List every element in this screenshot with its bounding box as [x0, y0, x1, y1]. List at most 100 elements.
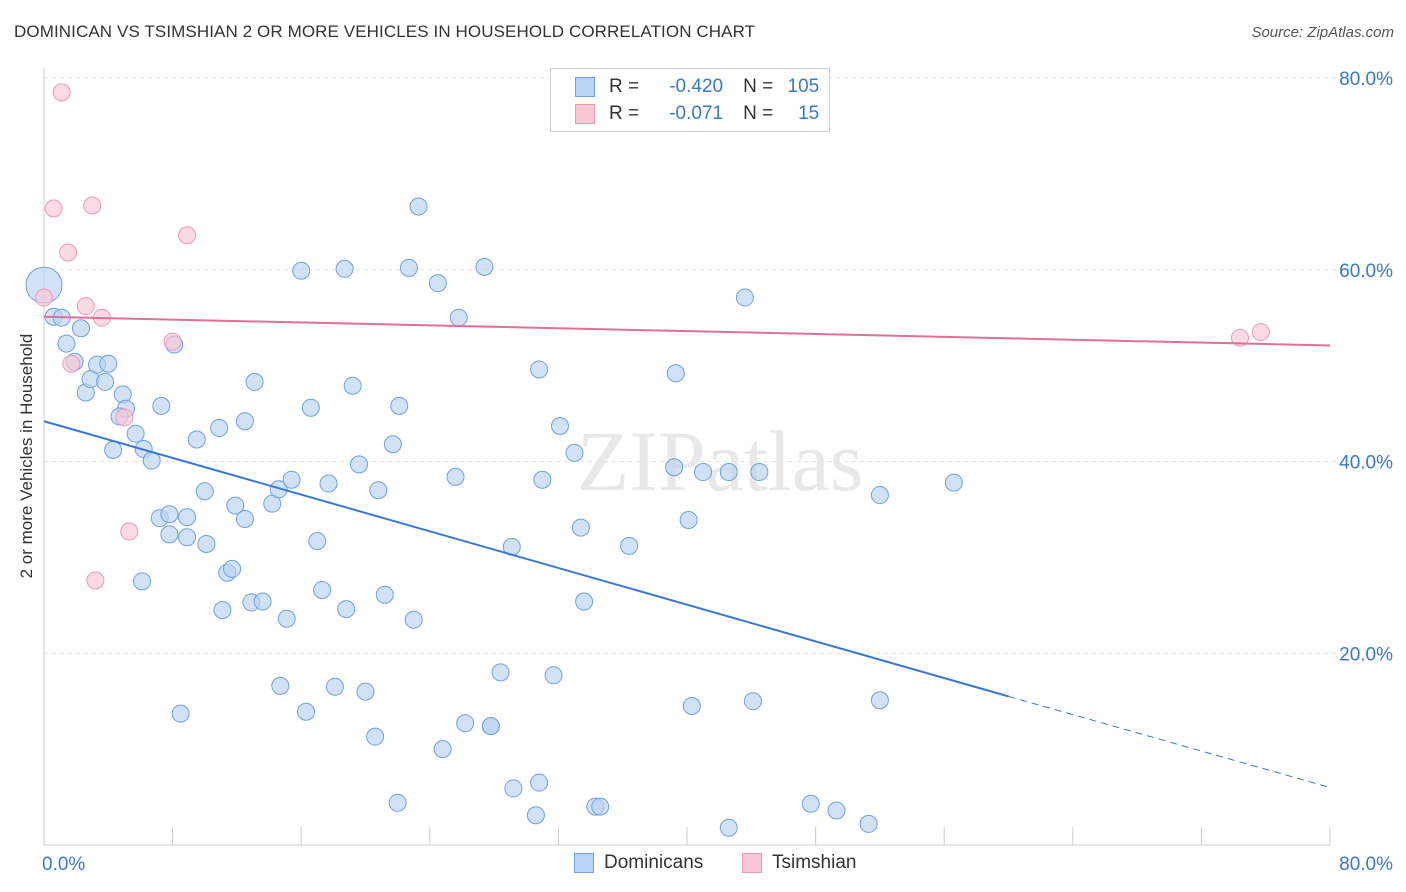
dominican-point — [313, 580, 332, 599]
dominican-point — [491, 663, 510, 682]
tsimshian-point — [59, 243, 78, 262]
dominican-point — [719, 463, 738, 482]
dominican-point — [269, 480, 288, 499]
n-value: 15 — [798, 103, 820, 124]
dominican-point — [456, 714, 475, 733]
dominican-point — [277, 609, 296, 628]
n-label: N = — [743, 103, 774, 124]
dominican-point — [404, 610, 423, 629]
dominican-point — [735, 288, 754, 307]
dominican-point — [530, 773, 549, 792]
dominican-point — [160, 525, 179, 544]
dominican-point — [96, 372, 115, 391]
tsimshian-point — [163, 332, 182, 351]
dominican-point — [743, 692, 762, 711]
dominican-point — [160, 505, 179, 524]
r-label: R = — [609, 103, 640, 124]
dominican-point — [292, 261, 311, 280]
dominican-point — [319, 474, 338, 493]
dominican-point — [526, 806, 545, 825]
dominican-point — [544, 666, 563, 685]
tsimshian-legend-swatch — [742, 853, 762, 873]
stats-legend: R = -0.420 N = 105 R = -0.071 N = 15 — [550, 68, 830, 132]
dominican-point — [152, 396, 171, 415]
dominican-point — [178, 528, 197, 547]
dominican-point — [399, 258, 418, 277]
dominican-point — [99, 354, 118, 373]
tsimshian-point — [178, 226, 197, 245]
source-label: Source: ZipAtlas.com — [1251, 24, 1394, 41]
legend-item-tsimshian: Tsimshian — [742, 852, 856, 874]
dominican-point — [350, 455, 369, 474]
dominican-point — [694, 463, 713, 482]
dominicans-swatch — [575, 77, 595, 97]
dominican-point — [245, 372, 264, 391]
dominican-point — [282, 470, 301, 489]
dominican-point — [197, 534, 216, 553]
dominican-point — [409, 197, 428, 216]
x-tick-label: 0.0% — [42, 854, 85, 875]
dominican-point — [682, 696, 701, 715]
dominican-point — [504, 779, 523, 798]
dominican-point — [679, 510, 698, 529]
dominican-point — [71, 319, 90, 338]
tsimshian-point — [76, 297, 95, 316]
dominican-point — [195, 482, 214, 501]
tsimshian-point — [35, 288, 53, 307]
stats-row-tsimshian: R = -0.071 N = 15 — [575, 101, 819, 127]
y-axis-title: 2 or more Vehicles in Household — [17, 334, 36, 579]
dominican-point — [226, 496, 245, 515]
tsimshian-point — [44, 199, 63, 218]
dominican-point — [210, 418, 229, 437]
tsimshian-point — [52, 83, 71, 102]
dominican-point — [870, 691, 889, 710]
dominican-point — [337, 600, 356, 619]
dominican-point — [375, 585, 394, 604]
tsimshian-trend-line — [43, 315, 1331, 347]
dominican-point — [325, 677, 344, 696]
dominican-point — [481, 717, 500, 736]
dominican-point — [944, 473, 963, 492]
dominican-point — [335, 259, 354, 278]
dominicans-legend-swatch — [574, 853, 594, 873]
dominican-point — [57, 334, 76, 353]
tsimshian-point — [1230, 328, 1249, 347]
dominican-point — [223, 559, 242, 578]
chart-title: DOMINICAN VS TSIMSHIAN 2 OR MORE VEHICLE… — [14, 22, 756, 41]
r-label: R = — [609, 76, 640, 97]
dominican-point — [171, 704, 190, 723]
dominican-point — [449, 308, 468, 327]
tsimshian-point — [120, 522, 139, 541]
dominican-point — [870, 486, 889, 505]
legend-label-tsimshian: Tsimshian — [772, 852, 857, 873]
dominican-point — [428, 274, 447, 293]
dominican-point — [801, 794, 820, 813]
dominican-point — [620, 536, 639, 555]
dominican-point — [213, 601, 232, 620]
dominican-point — [178, 508, 197, 527]
dominican-point — [187, 430, 206, 449]
dominican-point — [253, 592, 272, 611]
dominicans-trend-extension — [1008, 695, 1331, 788]
dominican-point — [308, 532, 327, 551]
dominican-point — [343, 376, 362, 395]
dominican-point — [575, 592, 594, 611]
dominican-point — [104, 440, 123, 459]
legend-item-dominicans: Dominicans — [574, 852, 703, 874]
dominican-point — [390, 396, 409, 415]
n-label: N = — [743, 76, 774, 97]
dominican-point — [719, 818, 738, 837]
y-tick-label: 40.0% — [1339, 453, 1393, 474]
dominican-point — [565, 443, 584, 462]
dominican-point — [446, 467, 465, 486]
legend-label-dominicans: Dominicans — [604, 852, 704, 873]
dominican-point — [271, 676, 290, 695]
dominican-point — [750, 463, 769, 482]
y-tick-label: 80.0% — [1339, 69, 1393, 90]
dominican-point — [859, 814, 878, 833]
dominican-point — [356, 682, 375, 701]
dominican-point — [433, 740, 452, 759]
dominican-point — [126, 424, 145, 443]
dominican-point — [666, 364, 685, 383]
